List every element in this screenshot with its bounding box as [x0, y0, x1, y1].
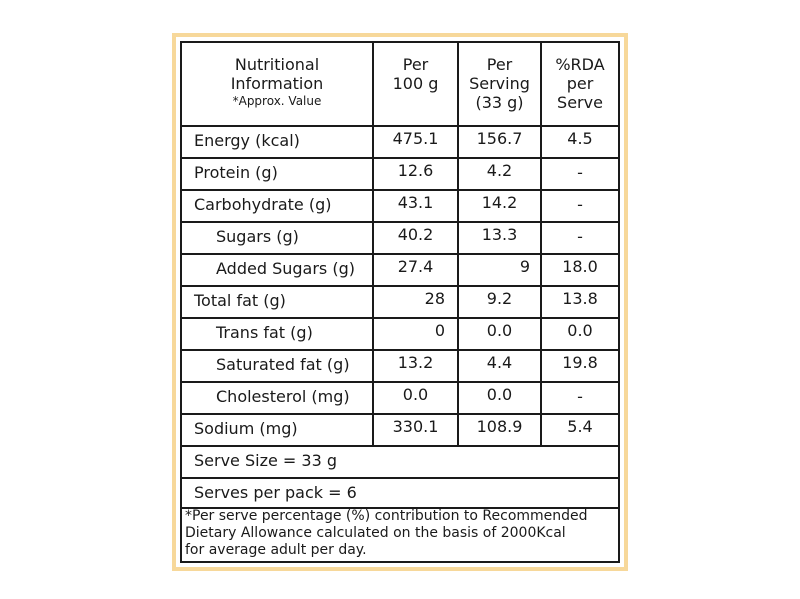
header-per-100g: Per 100 g [374, 55, 457, 93]
grid-line [182, 253, 618, 255]
row-label-saturated-fat: Saturated fat (g) [216, 355, 350, 374]
row-label-carbohydrate: Carbohydrate (g) [194, 195, 332, 214]
cell-rda-sugars: - [577, 227, 583, 246]
serves-per-pack: Serves per pack = 6 [194, 483, 357, 502]
approx-value-note: *Approx. Value [232, 94, 322, 108]
row-label-added-sugars: Added Sugars (g) [216, 259, 355, 278]
cell-rda-cholesterol: - [577, 387, 583, 406]
cell-per100-sodium: 330.1 [392, 417, 439, 436]
footnote-line: *Per serve percentage (%) contribution t… [185, 508, 588, 524]
header-line: (33 g) [475, 93, 524, 112]
nutrition-facts-table: Nutritional Information *Approx. Value P… [180, 41, 620, 563]
grid-line [182, 381, 618, 383]
grid-line [182, 221, 618, 223]
cell-perserving-total-fat: 9.2 [486, 289, 513, 308]
header-rda-per-serve: %RDA per Serve [542, 55, 618, 112]
grid-line [182, 413, 618, 415]
header-per-serving: Per Serving (33 g) [459, 55, 540, 112]
row-label-protein: Protein (g) [194, 163, 278, 182]
cell-perserving-energy: 156.7 [476, 129, 523, 148]
row-label-total-fat: Total fat (g) [194, 291, 286, 310]
header-line: 100 g [392, 74, 439, 93]
grid-line [182, 507, 618, 509]
grid-line [182, 349, 618, 351]
header-nutritional-information: Nutritional Information *Approx. Value [182, 55, 372, 109]
grid-line [182, 157, 618, 159]
cell-perserving-sugars: 13.3 [481, 225, 518, 244]
header-line: Information [230, 74, 324, 93]
header-line: Nutritional [234, 55, 320, 74]
header-line: Serving [469, 74, 530, 93]
cell-perserving-sodium: 108.9 [476, 417, 523, 436]
footnote-line: for average adult per day. [185, 542, 367, 558]
cell-rda-protein: - [577, 163, 583, 182]
cell-per100-sugars: 40.2 [397, 225, 434, 244]
column-divider [372, 43, 374, 445]
cell-per100-saturated-fat: 13.2 [397, 353, 434, 372]
header-line: %RDA [555, 55, 605, 74]
cell-perserving-added-sugars: 9 [519, 257, 530, 276]
column-divider [540, 43, 542, 445]
grid-line [182, 189, 618, 191]
header-line: Per [486, 55, 513, 74]
cell-rda-carbohydrate: - [577, 195, 583, 214]
cell-perserving-cholesterol: 0.0 [486, 385, 513, 404]
cell-rda-saturated-fat: 19.8 [562, 353, 598, 372]
serve-size: Serve Size = 33 g [194, 451, 337, 470]
grid-line [182, 477, 618, 479]
row-label-energy: Energy (kcal) [194, 131, 300, 150]
cell-per100-protein: 12.6 [397, 161, 434, 180]
row-label-sodium: Sodium (mg) [194, 419, 298, 438]
grid-line [182, 317, 618, 319]
grid-line [182, 285, 618, 287]
rda-footnote: *Per serve percentage (%) contribution t… [185, 508, 625, 559]
cell-perserving-trans-fat: 0.0 [486, 321, 513, 340]
row-label-cholesterol: Cholesterol (mg) [216, 387, 350, 406]
cell-per100-added-sugars: 27.4 [397, 257, 434, 276]
cell-per100-carbohydrate: 43.1 [397, 193, 434, 212]
header-line: Serve [557, 93, 603, 112]
cell-rda-trans-fat: 0.0 [567, 321, 593, 340]
cell-rda-sodium: 5.4 [567, 417, 593, 436]
cell-per100-trans-fat: 0 [434, 321, 445, 340]
cell-per100-total-fat: 28 [424, 289, 445, 308]
row-label-sugars: Sugars (g) [216, 227, 299, 246]
cell-perserving-carbohydrate: 14.2 [481, 193, 518, 212]
nutrition-label-frame: Nutritional Information *Approx. Value P… [172, 33, 628, 571]
footnote-line: Dietary Allowance calculated on the basi… [185, 525, 566, 541]
cell-perserving-protein: 4.2 [486, 161, 513, 180]
cell-per100-energy: 475.1 [392, 129, 439, 148]
header-line: per [566, 74, 594, 93]
grid-line [182, 445, 618, 447]
cell-perserving-saturated-fat: 4.4 [486, 353, 513, 372]
cell-per100-cholesterol: 0.0 [402, 385, 429, 404]
header-line: Per [402, 55, 429, 74]
cell-rda-energy: 4.5 [567, 129, 593, 148]
column-divider [457, 43, 459, 445]
grid-line [182, 125, 618, 127]
cell-rda-total-fat: 13.8 [562, 289, 598, 308]
cell-rda-added-sugars: 18.0 [562, 257, 598, 276]
row-label-trans-fat: Trans fat (g) [216, 323, 313, 342]
